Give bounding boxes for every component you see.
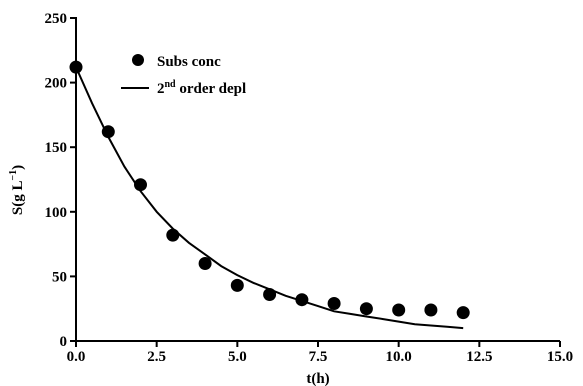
x-tick-label: 15.0 (547, 349, 573, 365)
data-point-subs-conc (392, 303, 406, 317)
x-tick-label: 5.0 (228, 349, 247, 365)
x-tick-label: 7.5 (309, 349, 328, 365)
x-tick-label: 2.5 (147, 349, 166, 365)
y-axis-label: S(g L−1) (8, 165, 26, 215)
y-ticks: 0 50 100 150 200 250 (45, 11, 76, 350)
data-point-subs-conc (69, 60, 83, 74)
data-point-subs-conc (134, 178, 147, 192)
y-tick-label: 0 (60, 334, 68, 350)
y-tick-label: 200 (45, 76, 68, 92)
x-tick-label: 12.5 (466, 349, 492, 365)
data-point-subs-conc (198, 257, 212, 270)
data-point-subs-conc (327, 297, 341, 310)
data-point-subs-conc (166, 228, 180, 242)
data-point-subs-conc (295, 293, 309, 307)
legend-label-2nd-order-depl: 2nd order depl (157, 79, 246, 97)
axes (75, 17, 560, 342)
x-tick-label: 10.0 (386, 349, 412, 365)
data-point-subs-conc (424, 303, 438, 317)
y-tick-label: 250 (45, 11, 68, 27)
legend-marker-subs-conc (132, 54, 144, 66)
data-point-subs-conc (359, 302, 373, 316)
y-tick-label: 50 (52, 269, 67, 285)
x-axis-label: t(h) (306, 371, 329, 386)
y-tick-label: 100 (45, 205, 68, 221)
data-point-subs-conc (456, 306, 470, 320)
x-tick-label: 0.0 (67, 349, 86, 365)
points-layer (69, 60, 470, 320)
data-point-subs-conc (230, 278, 244, 292)
data-point-subs-conc (263, 288, 277, 301)
x-ticks: 0.0 2.5 5.0 7.5 10.0 12.5 15.0 (67, 341, 573, 365)
legend-label-superscript: nd (165, 79, 177, 90)
legend: Subs conc 2nd order depl (121, 54, 246, 97)
y-tick-label: 150 (45, 140, 68, 156)
y-axis-label-superscript: −1 (8, 170, 19, 181)
data-point-subs-conc (101, 125, 115, 139)
legend-label-subs-conc: Subs conc (157, 54, 221, 70)
